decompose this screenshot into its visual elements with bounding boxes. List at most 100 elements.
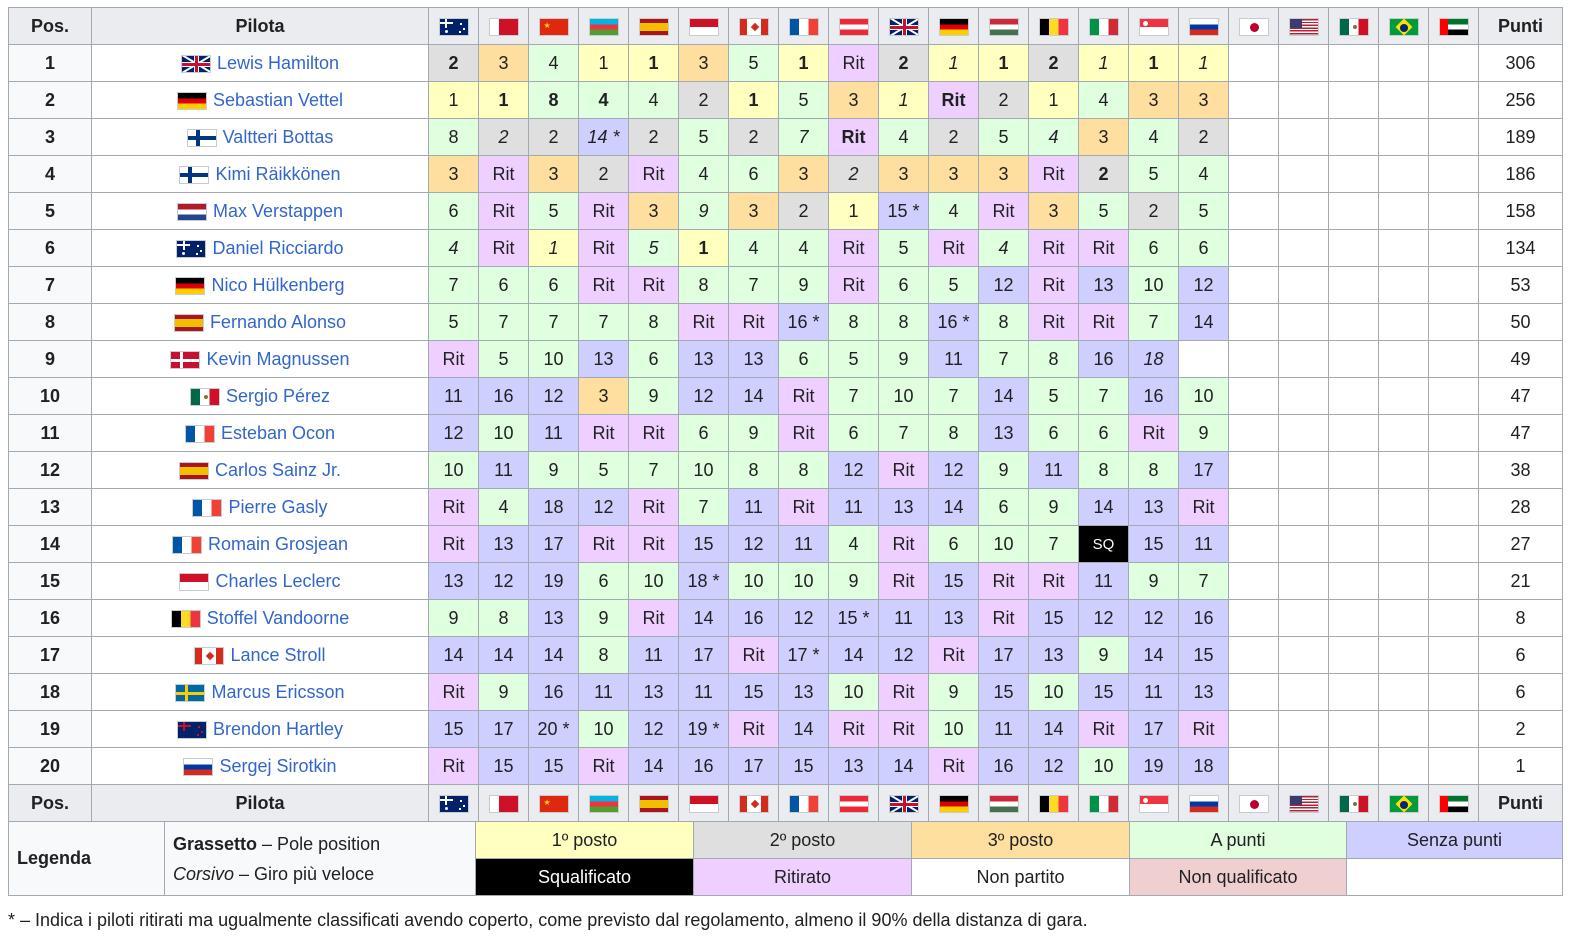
header-gp-bra[interactable]	[1378, 7, 1429, 45]
header-gp-esp[interactable]	[628, 7, 679, 45]
footer-header-gp-bel[interactable]	[1028, 784, 1079, 822]
driver-link[interactable]: Esteban Ocon	[220, 422, 336, 443]
footer-header-gp-ita[interactable]	[1078, 784, 1129, 822]
driver-link[interactable]: Kimi Räikkönen	[215, 163, 341, 184]
driver-link[interactable]: Stoffel Vandoorne	[206, 607, 350, 628]
result-cell: 13	[528, 599, 579, 637]
result-cell	[1278, 377, 1329, 415]
driver-points: 158	[1478, 192, 1563, 230]
result-cell: 14	[928, 488, 979, 526]
driver-cell: Romain Grosjean	[91, 525, 429, 563]
driver-position: 16	[8, 599, 92, 637]
footer-header-gp-mex[interactable]	[1328, 784, 1379, 822]
result-cell: 5	[778, 81, 829, 119]
driver-link[interactable]: Daniel Ricciardo	[212, 237, 344, 258]
footer-header-gp-rus[interactable]	[1178, 784, 1229, 822]
result-cell: Rit	[1028, 266, 1079, 304]
header-gp-sgp[interactable]	[1128, 7, 1179, 45]
header-gp-bhr[interactable]	[478, 7, 529, 45]
header-gp-aut[interactable]	[828, 7, 879, 45]
standings-body: 1 Lewis Hamilton 2 3 4 1 1 3 5 1 Rit 2 1 1 2 1 1 1 306 2 Seb…	[8, 44, 1563, 785]
result-cell: 12	[1028, 747, 1079, 785]
driver-link[interactable]: Valtteri Bottas	[222, 126, 334, 147]
table-row: 15 Charles Leclerc 13 12 19 6 10 18 * 10 10 9 Rit 15…	[8, 562, 1563, 600]
header-gp-hun[interactable]	[978, 7, 1029, 45]
result-cell: 3	[678, 44, 729, 82]
header-gp-fra[interactable]	[778, 7, 829, 45]
driver-link[interactable]: Marcus Ericsson	[211, 681, 345, 702]
driver-link[interactable]: Nico Hülkenberg	[211, 274, 345, 295]
result-cell: 7	[628, 451, 679, 489]
result-cell: 7	[828, 377, 879, 415]
footer-header-gp-aut[interactable]	[828, 784, 879, 822]
result-cell	[1278, 192, 1329, 230]
result-cell	[1378, 747, 1429, 785]
footer-header-gp-sgp[interactable]	[1128, 784, 1179, 822]
footer-header-gp-ger[interactable]	[928, 784, 979, 822]
result-cell: 9	[778, 266, 829, 304]
footer-header-gp-jpn[interactable]	[1228, 784, 1279, 822]
result-cell: Rit	[1078, 710, 1129, 748]
footer-header-gp-gbr[interactable]	[878, 784, 929, 822]
header-gp-aus[interactable]	[428, 7, 479, 45]
result-cell	[1428, 229, 1479, 267]
footer-header-gp-bra[interactable]	[1378, 784, 1429, 822]
footer-header-gp-aus[interactable]	[428, 784, 479, 822]
header-gp-aze[interactable]	[578, 7, 629, 45]
header-gp-chn[interactable]: ★	[528, 7, 579, 45]
result-cell: 13	[728, 340, 779, 378]
result-cell: Rit	[478, 192, 529, 230]
driver-link[interactable]: Brendon Hartley	[212, 718, 344, 739]
flag-mon-icon	[688, 17, 719, 36]
footer-header-gp-hun[interactable]	[978, 784, 1029, 822]
driver-link[interactable]: Lance Stroll	[230, 644, 326, 665]
footer-header-gp-can[interactable]	[728, 784, 779, 822]
driver-points: 189	[1478, 118, 1563, 156]
header-gp-bel[interactable]	[1028, 7, 1079, 45]
result-cell	[1328, 340, 1379, 378]
header-gp-can[interactable]	[728, 7, 779, 45]
driver-link[interactable]: Sergej Sirotkin	[219, 755, 337, 776]
footer-header-gp-fra[interactable]	[778, 784, 829, 822]
driver-link[interactable]: Pierre Gasly	[228, 496, 328, 517]
result-cell: 1	[728, 81, 779, 119]
driver-points: 134	[1478, 229, 1563, 267]
driver-link[interactable]: Max Verstappen	[212, 200, 344, 221]
header-gp-usa[interactable]	[1278, 7, 1329, 45]
result-cell: 14	[678, 599, 729, 637]
header-gp-mex[interactable]	[1328, 7, 1379, 45]
driver-position: 20	[8, 747, 92, 785]
result-cell	[1378, 377, 1429, 415]
footer-header-gp-esp[interactable]	[628, 784, 679, 822]
result-cell	[1278, 488, 1329, 526]
driver-link[interactable]: Sergio Pérez	[225, 385, 331, 406]
driver-points: 50	[1478, 303, 1563, 341]
header-gp-uae[interactable]	[1428, 7, 1479, 45]
result-cell	[1278, 636, 1329, 674]
driver-cell: Daniel Ricciardo	[91, 229, 429, 267]
footer-header-gp-aze[interactable]	[578, 784, 629, 822]
footer-header-gp-chn[interactable]: ★	[528, 784, 579, 822]
driver-link[interactable]: Kevin Magnussen	[206, 348, 350, 369]
header-gp-jpn[interactable]	[1228, 7, 1279, 45]
footer-header-gp-usa[interactable]	[1278, 784, 1329, 822]
footer-header-gp-uae[interactable]	[1428, 784, 1479, 822]
driver-link[interactable]: Fernando Alonso	[209, 311, 347, 332]
header-gp-ger[interactable]	[928, 7, 979, 45]
driver-link[interactable]: Lewis Hamilton	[216, 52, 340, 73]
header-gp-ita[interactable]	[1078, 7, 1129, 45]
driver-link[interactable]: Sebastian Vettel	[212, 89, 344, 110]
footer-header-gp-mon[interactable]	[678, 784, 729, 822]
driver-position: 6	[8, 229, 92, 267]
result-cell: 9	[728, 414, 779, 452]
header-gp-mon[interactable]	[678, 7, 729, 45]
driver-link[interactable]: Charles Leclerc	[215, 570, 341, 591]
header-gp-rus[interactable]	[1178, 7, 1229, 45]
driver-link[interactable]: Romain Grosjean	[207, 533, 349, 554]
footer-header-gp-bhr[interactable]	[478, 784, 529, 822]
driver-link[interactable]: Carlos Sainz Jr.	[214, 459, 342, 480]
result-cell	[1428, 81, 1479, 119]
result-cell: 12	[428, 414, 479, 452]
header-gp-gbr[interactable]	[878, 7, 929, 45]
result-cell: 17	[478, 710, 529, 748]
